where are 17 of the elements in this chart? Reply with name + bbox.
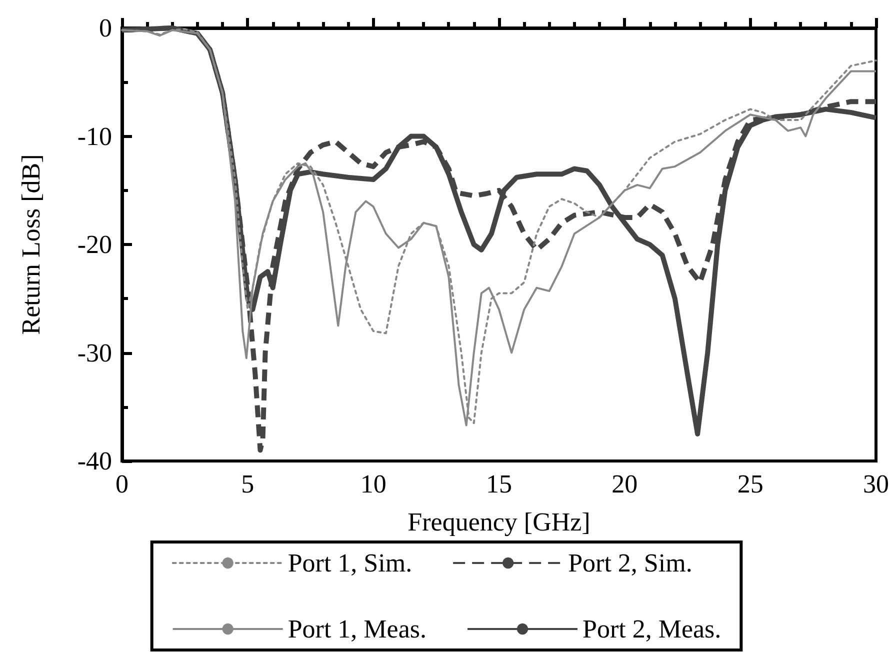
y-axis-title: Return Loss [dB] [16, 154, 46, 335]
legend-label: Port 2, Sim. [568, 548, 692, 578]
x-tick-label: 10 [360, 470, 386, 498]
x-tick-label: 5 [241, 470, 254, 498]
x-tick-label: 25 [737, 470, 764, 498]
x-tick-label: 20 [612, 470, 638, 498]
y-tick-label: -40 [77, 446, 112, 476]
legend-label: Port 1, Sim. [288, 548, 412, 578]
x-axis-title: Frequency [GHz] [408, 508, 590, 536]
x-tick-label: 30 [863, 470, 889, 498]
y-tick-label: 0 [99, 14, 112, 42]
legend-label: Port 1, Meas. [288, 614, 427, 644]
y-tick-label: -10 [77, 122, 112, 151]
legend-label: Port 2, Meas. [582, 614, 722, 644]
x-tick-label: 15 [486, 470, 512, 498]
y-tick-label: -20 [77, 230, 112, 259]
y-tick-label: -30 [77, 338, 112, 368]
